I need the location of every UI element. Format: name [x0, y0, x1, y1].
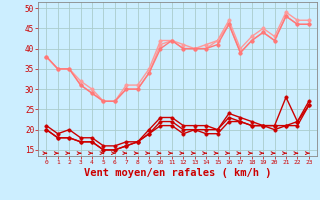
X-axis label: Vent moyen/en rafales ( km/h ): Vent moyen/en rafales ( km/h ) — [84, 168, 271, 178]
